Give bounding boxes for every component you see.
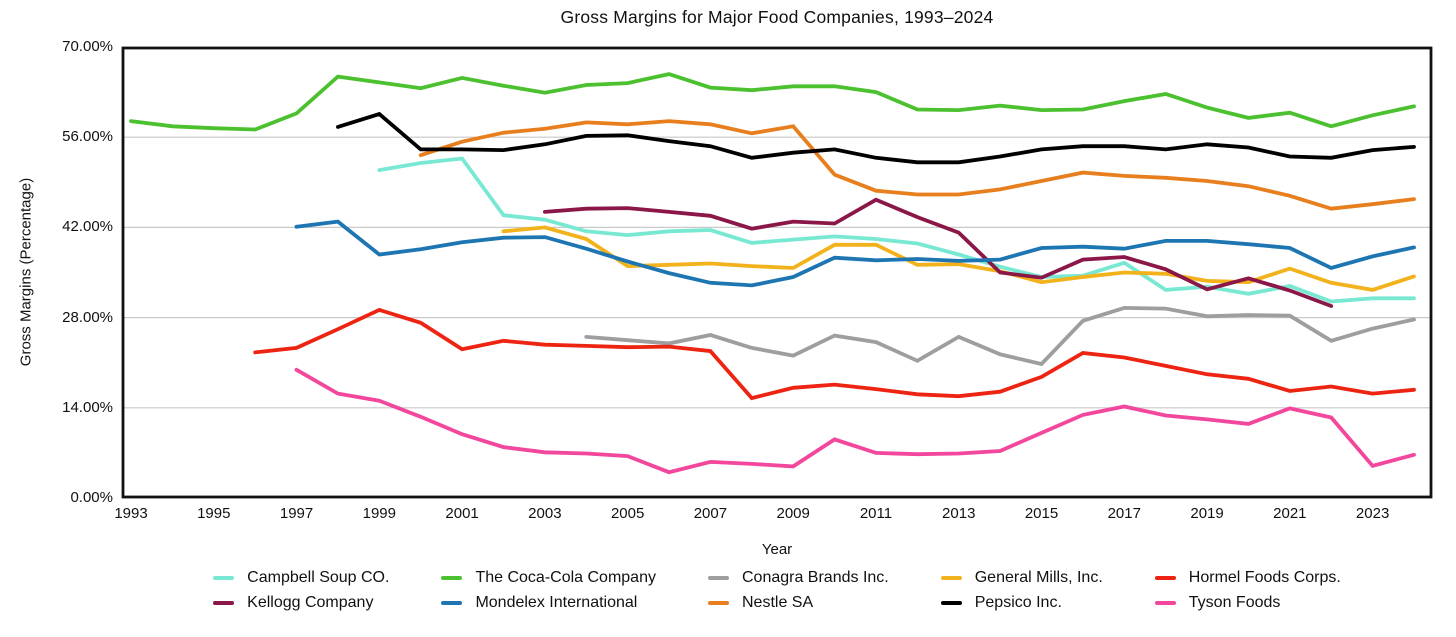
series-line [501,225,1416,292]
legend-label: Campbell Soup CO. [247,569,390,586]
x-tick: 2009 [776,505,810,522]
legend-item: General Mills, Inc. [940,569,1103,587]
legend-swatch-icon [940,576,962,580]
legend-label: Mondelex International [475,594,638,611]
legend-swatch-icon [441,601,463,605]
legend-item: Nestle SA [707,594,889,612]
x-tick: 1995 [197,505,231,522]
legend-item: The Coca-Cola Company [441,569,656,587]
x-tick: 2011 [859,505,893,522]
x-tick: 2021 [1273,505,1307,522]
y-tick: 0.00% [70,489,113,506]
series-line [294,367,1416,475]
series-line [377,156,1416,304]
x-tick: 1999 [362,505,396,522]
legend-label: Nestle SA [741,594,814,611]
x-axis-label: Year [761,541,793,558]
x-tick: 2023 [1355,505,1390,522]
plot-frame [121,46,1433,499]
legend-swatch-icon [1154,601,1176,605]
x-tick: 2013 [942,505,976,522]
legend-item: Conagra Brands Inc. [707,569,889,587]
legend-item: Tyson Foods [1154,594,1341,612]
legend-label: Conagra Brands Inc. [741,569,889,586]
legend-swatch-icon [940,601,962,605]
legend-swatch-icon [213,576,235,580]
legend-swatch-icon [707,601,729,605]
series-line [294,219,1416,288]
x-tick: 2005 [610,505,645,522]
legend-label: Pepsico Inc. [974,594,1062,611]
legend-label: Tyson Foods [1188,594,1281,611]
series-line [335,111,1416,165]
series-line [253,307,1416,401]
y-tick: 42.00% [62,218,113,236]
legend-label: Hormel Foods Corps. [1188,569,1341,586]
series-line [543,197,1334,308]
x-tick: 2007 [693,505,728,522]
series-line [584,305,1416,367]
y-tick: 70.00% [62,38,113,55]
legend-label: General Mills, Inc. [974,569,1103,586]
series-line [418,119,1416,211]
series-line [129,72,1416,132]
x-tick: 2001 [445,505,479,522]
x-tick: 2015 [1024,505,1059,522]
x-tick: 2003 [528,505,562,522]
x-tick: 2019 [1190,505,1224,522]
chart-legend: Campbell Soup CO. The Coca-Cola Company Co… [122,569,1432,612]
chart-title: Gross Margins for Major Food Companies, … [560,7,994,27]
legend-swatch-icon [1154,576,1176,580]
legend-item: Mondelex International [441,594,656,612]
legend-swatch-icon [441,576,463,580]
legend-item: Campbell Soup CO. [213,569,389,587]
x-tick: 1997 [279,505,314,522]
y-tick: 14.00% [62,398,113,416]
legend-swatch-icon [707,576,729,580]
legend-item: Kellogg Company [213,594,389,612]
legend-swatch-icon [213,601,235,605]
x-tick: 2017 [1107,505,1141,522]
y-tick: 56.00% [62,128,113,146]
y-tick: 28.00% [62,308,113,326]
legend-label: Kellogg Company [247,594,374,611]
legend-item: Pepsico Inc. [940,594,1103,612]
legend-item: Hormel Foods Corps. [1154,569,1341,587]
legend-label: The Coca-Cola Company [475,569,656,586]
x-tick: 1993 [114,505,148,522]
